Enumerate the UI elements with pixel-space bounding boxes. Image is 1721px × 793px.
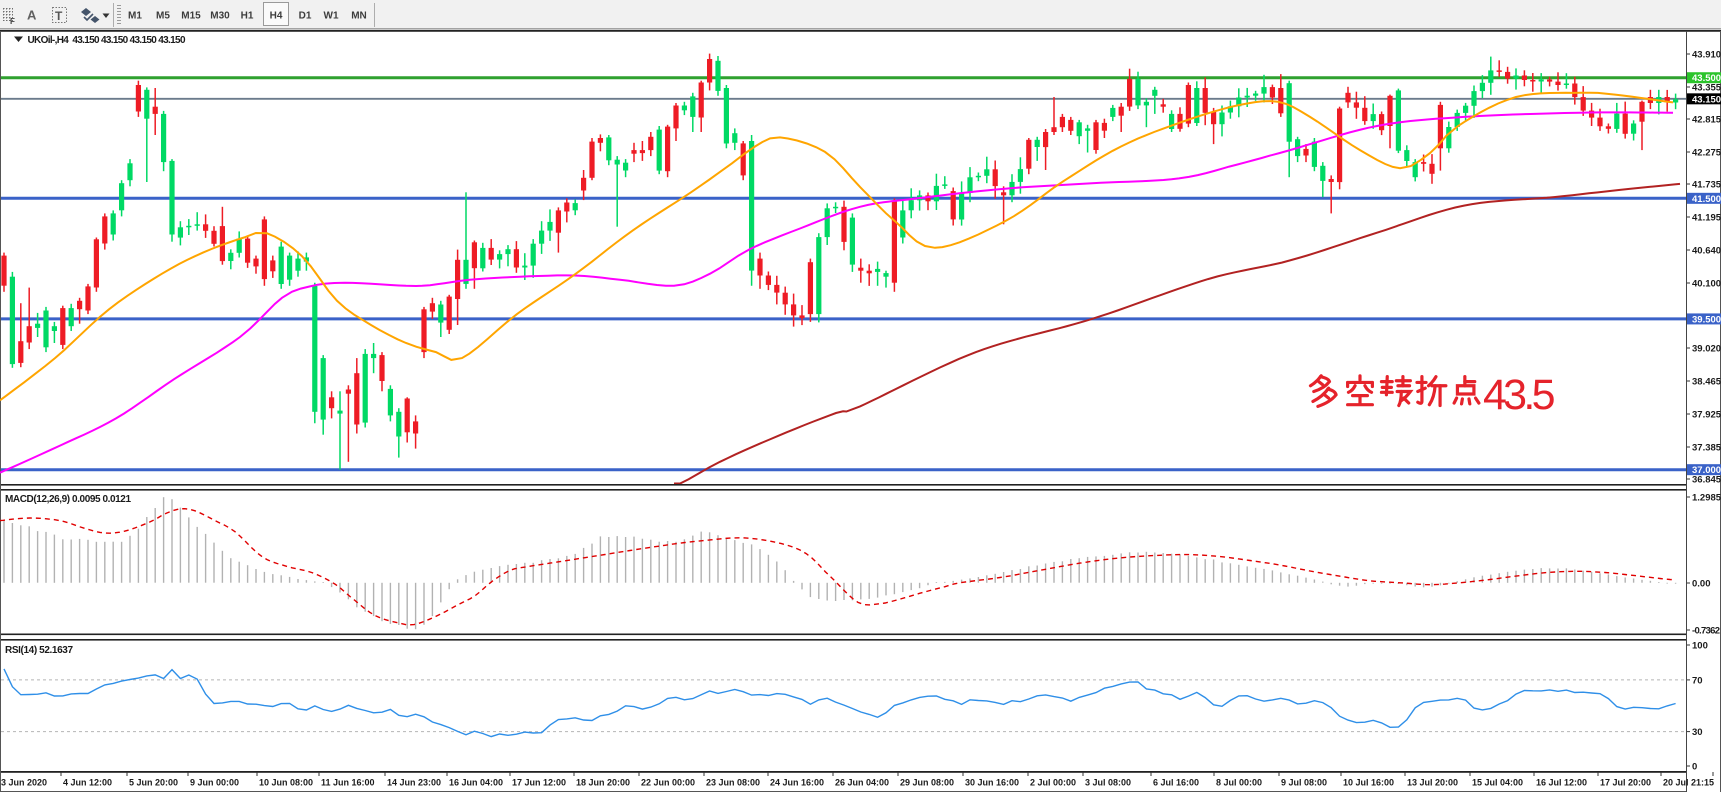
svg-text:8 Jul 00:00: 8 Jul 00:00 <box>1216 778 1262 788</box>
svg-text:15 Jul 04:00: 15 Jul 04:00 <box>1472 778 1523 788</box>
svg-text:2 Jul 00:00: 2 Jul 00:00 <box>1030 778 1076 788</box>
svg-text:A: A <box>27 8 37 23</box>
svg-text:40.640: 40.640 <box>1692 246 1721 257</box>
svg-text:16 Jun 04:00: 16 Jun 04:00 <box>449 778 503 788</box>
svg-text:D1: D1 <box>299 11 312 22</box>
svg-text:30 Jun 16:00: 30 Jun 16:00 <box>965 778 1019 788</box>
svg-text:42.815: 42.815 <box>1692 115 1721 126</box>
svg-text:43.150: 43.150 <box>1692 94 1721 105</box>
svg-text:20 Jul 21:15: 20 Jul 21:15 <box>1663 778 1714 788</box>
svg-text:-0.7362: -0.7362 <box>1692 626 1720 637</box>
svg-text:3 Jun 2020: 3 Jun 2020 <box>1 778 47 788</box>
svg-text:40.100: 40.100 <box>1692 279 1721 290</box>
svg-text:37.925: 37.925 <box>1692 410 1721 421</box>
svg-text:17 Jun 12:00: 17 Jun 12:00 <box>512 778 566 788</box>
svg-text:29 Jun 08:00: 29 Jun 08:00 <box>900 778 954 788</box>
svg-text:11 Jun 16:00: 11 Jun 16:00 <box>321 778 375 788</box>
svg-text:0.00: 0.00 <box>1692 579 1711 590</box>
svg-text:43.355: 43.355 <box>1692 83 1721 94</box>
svg-text:39.020: 39.020 <box>1692 344 1721 355</box>
svg-text:36.845: 36.845 <box>1692 475 1721 486</box>
svg-text:18 Jun 20:00: 18 Jun 20:00 <box>576 778 630 788</box>
svg-text:14 Jun 23:00: 14 Jun 23:00 <box>387 778 441 788</box>
svg-text:H1: H1 <box>241 11 254 22</box>
svg-text:38.465: 38.465 <box>1692 377 1721 388</box>
svg-text:M5: M5 <box>156 11 170 22</box>
svg-text:4 Jun 12:00: 4 Jun 12:00 <box>63 778 112 788</box>
svg-text:T: T <box>55 9 63 23</box>
svg-text:RSI(14) 52.1637: RSI(14) 52.1637 <box>5 645 73 656</box>
svg-text:70: 70 <box>1692 675 1703 686</box>
svg-text:W1: W1 <box>324 11 339 22</box>
svg-text:M1: M1 <box>128 11 142 22</box>
svg-text:41.735: 41.735 <box>1692 180 1721 191</box>
svg-text:0: 0 <box>1692 762 1697 773</box>
svg-text:41.195: 41.195 <box>1692 213 1721 224</box>
svg-text:M15: M15 <box>181 11 201 22</box>
svg-text:5 Jun 20:00: 5 Jun 20:00 <box>129 778 178 788</box>
svg-text:17 Jul 20:00: 17 Jul 20:00 <box>1600 778 1651 788</box>
svg-text:16 Jul 12:00: 16 Jul 12:00 <box>1536 778 1587 788</box>
svg-text:MACD(12,26,9) 0.0095 0.0121: MACD(12,26,9) 0.0095 0.0121 <box>5 494 131 505</box>
svg-text:13 Jul 20:00: 13 Jul 20:00 <box>1407 778 1458 788</box>
svg-text:41.500: 41.500 <box>1692 194 1721 205</box>
svg-text:43.5: 43.5 <box>1483 371 1556 419</box>
svg-text:100: 100 <box>1692 641 1708 652</box>
svg-text:1.2985: 1.2985 <box>1692 493 1721 504</box>
svg-text:9 Jun 00:00: 9 Jun 00:00 <box>190 778 239 788</box>
svg-text:M30: M30 <box>210 11 230 22</box>
svg-text:3 Jul 08:00: 3 Jul 08:00 <box>1085 778 1131 788</box>
svg-text:37.385: 37.385 <box>1692 443 1721 454</box>
svg-text:22 Jun 00:00: 22 Jun 00:00 <box>641 778 695 788</box>
svg-text:23 Jun 08:00: 23 Jun 08:00 <box>706 778 760 788</box>
svg-text:37.000: 37.000 <box>1692 465 1721 476</box>
svg-text:43.500: 43.500 <box>1692 73 1721 84</box>
svg-text:39.500: 39.500 <box>1692 314 1721 325</box>
svg-text:H4: H4 <box>270 11 283 22</box>
svg-text:F: F <box>10 17 15 26</box>
svg-text:6 Jul 16:00: 6 Jul 16:00 <box>1153 778 1199 788</box>
svg-text:43.910: 43.910 <box>1692 50 1721 61</box>
svg-text:UKOil-,H4 43.150 43.150 43.15: UKOil-,H4 43.150 43.150 43.150 43.150 <box>28 35 186 46</box>
svg-text:9 Jul 08:00: 9 Jul 08:00 <box>1281 778 1327 788</box>
svg-text:30: 30 <box>1692 727 1703 738</box>
svg-text:MN: MN <box>351 11 367 22</box>
svg-text:24 Jun 16:00: 24 Jun 16:00 <box>770 778 824 788</box>
svg-text:10 Jun 08:00: 10 Jun 08:00 <box>259 778 313 788</box>
svg-text:26 Jun 04:00: 26 Jun 04:00 <box>835 778 889 788</box>
svg-text:10 Jul 16:00: 10 Jul 16:00 <box>1343 778 1394 788</box>
svg-text:42.275: 42.275 <box>1692 148 1721 159</box>
